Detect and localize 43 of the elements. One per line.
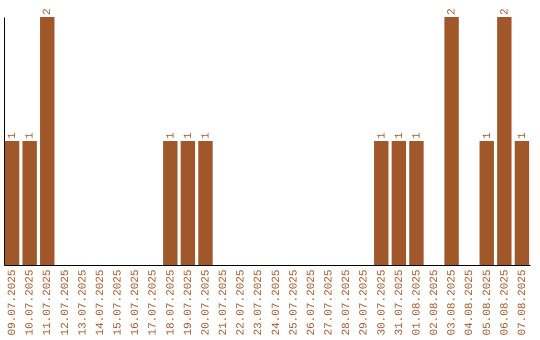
x-tick-label: 29.07.2025 — [358, 270, 371, 336]
x-tick-label: 22.07.2025 — [236, 270, 248, 336]
x-tick-label: 24.07.2025 — [270, 270, 283, 336]
x-tick-label: 26.07.2025 — [306, 270, 318, 336]
x-tick-label: 16.07.2025 — [130, 270, 142, 336]
x-tick-label: 23.07.2025 — [253, 270, 266, 336]
data-label: 1 — [200, 132, 212, 139]
data-label: 1 — [376, 132, 388, 139]
x-tick-label: 15.07.2025 — [112, 270, 125, 336]
x-tick-label: 31.07.2025 — [394, 270, 406, 336]
x-tick-label: 06.08.2025 — [499, 270, 512, 336]
x-tick-label: 27.07.2025 — [324, 270, 336, 336]
x-tick-label: 13.07.2025 — [77, 270, 90, 336]
x-tick-label: 12.07.2025 — [60, 270, 72, 336]
x-tick-label: 03.08.2025 — [446, 270, 459, 336]
x-tick-label: 07.08.2025 — [516, 270, 529, 336]
x-tick-label: 04.08.2025 — [464, 270, 476, 336]
x-tick-label: 05.08.2025 — [482, 270, 494, 336]
x-tick-label: 17.07.2025 — [148, 270, 160, 336]
x-tick-label: 25.07.2025 — [288, 270, 300, 336]
x-tick-label: 18.07.2025 — [165, 270, 178, 336]
x-tick-label: 14.07.2025 — [94, 270, 107, 336]
x-tick-label: 11.07.2025 — [42, 270, 54, 336]
data-label: 1 — [7, 132, 20, 139]
data-label: 1 — [165, 132, 178, 139]
x-tick-label: 10.07.2025 — [24, 270, 37, 336]
data-label: 2 — [499, 8, 512, 15]
x-tick-label: 20.07.2025 — [200, 270, 212, 336]
data-label: 1 — [482, 132, 494, 139]
data-label: 1 — [24, 132, 37, 139]
x-tick-label: 02.08.2025 — [429, 270, 442, 336]
x-tick-label: 19.07.2025 — [182, 270, 195, 336]
data-label: 1 — [516, 132, 529, 139]
x-tick-label: 09.07.2025 — [7, 270, 20, 336]
data-label: 1 — [394, 132, 406, 139]
data-label: 1 — [411, 132, 424, 139]
data-label: 1 — [182, 132, 195, 139]
data-label: 2 — [446, 8, 459, 15]
x-tick-label: 28.07.2025 — [341, 270, 354, 336]
x-tick-label: 01.08.2025 — [411, 270, 424, 336]
data-label: 2 — [42, 8, 54, 15]
x-tick-label: 21.07.2025 — [218, 270, 230, 336]
x-tick-label: 30.07.2025 — [376, 270, 388, 336]
